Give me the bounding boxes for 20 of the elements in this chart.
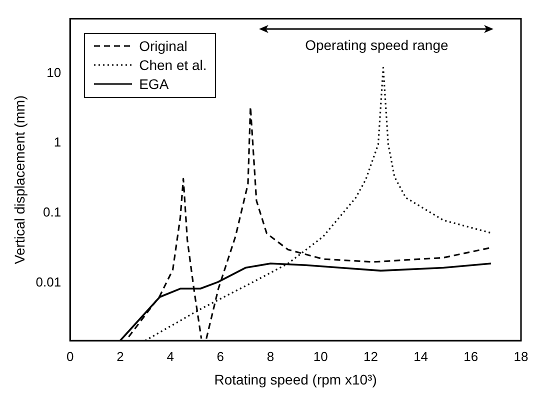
y-tick-label: 0.01 (36, 274, 62, 290)
x-axis-title: Rotating speed (rpm x10³) (214, 371, 377, 388)
x-tick-label: 10 (313, 348, 328, 364)
x-tick-label: 12 (363, 348, 378, 364)
x-tick-label: 16 (464, 348, 478, 364)
x-tick-label: 4 (166, 348, 174, 364)
x-tick-label: 2 (116, 348, 124, 364)
y-tick-label: 10 (46, 64, 62, 80)
x-tick-label: 6 (216, 348, 224, 364)
x-tick-label: 14 (414, 348, 428, 364)
x-tick-label: 0 (66, 348, 74, 364)
legend-label: Original (139, 36, 188, 56)
x-tick-label: 8 (266, 348, 274, 364)
legend-label: Chen et al. (139, 56, 207, 75)
y-axis-title: Vertical displacement (mm) (11, 95, 28, 264)
legend-label: EGA (139, 74, 169, 94)
x-tick-label: 18 (514, 348, 528, 364)
y-tick-label: 0.1 (43, 204, 62, 220)
y-tick-label: 1 (54, 134, 62, 150)
annotation: Operating speed range (304, 36, 450, 53)
